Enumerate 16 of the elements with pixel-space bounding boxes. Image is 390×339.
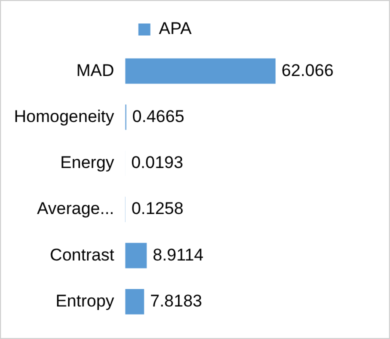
y-tick-label: Energy <box>60 153 115 172</box>
bar <box>125 58 276 84</box>
y-tick-label: Homogeneity <box>14 106 115 126</box>
y-tick-label: MAD <box>76 60 114 80</box>
data-label: 0.1258 <box>131 199 184 218</box>
bar <box>125 289 144 314</box>
y-tick-label: Contrast <box>50 245 114 264</box>
legend-label: APA <box>158 19 192 38</box>
bar <box>125 242 147 268</box>
data-label: 62.066 <box>282 60 334 80</box>
y-tick-label: Entropy <box>56 291 115 310</box>
data-label: 7.8183 <box>150 291 202 310</box>
data-label: 0.0193 <box>131 153 184 172</box>
data-label: 8.9114 <box>152 245 204 264</box>
y-tick-label: Average... <box>36 199 114 218</box>
data-label: 0.4665 <box>132 106 184 126</box>
